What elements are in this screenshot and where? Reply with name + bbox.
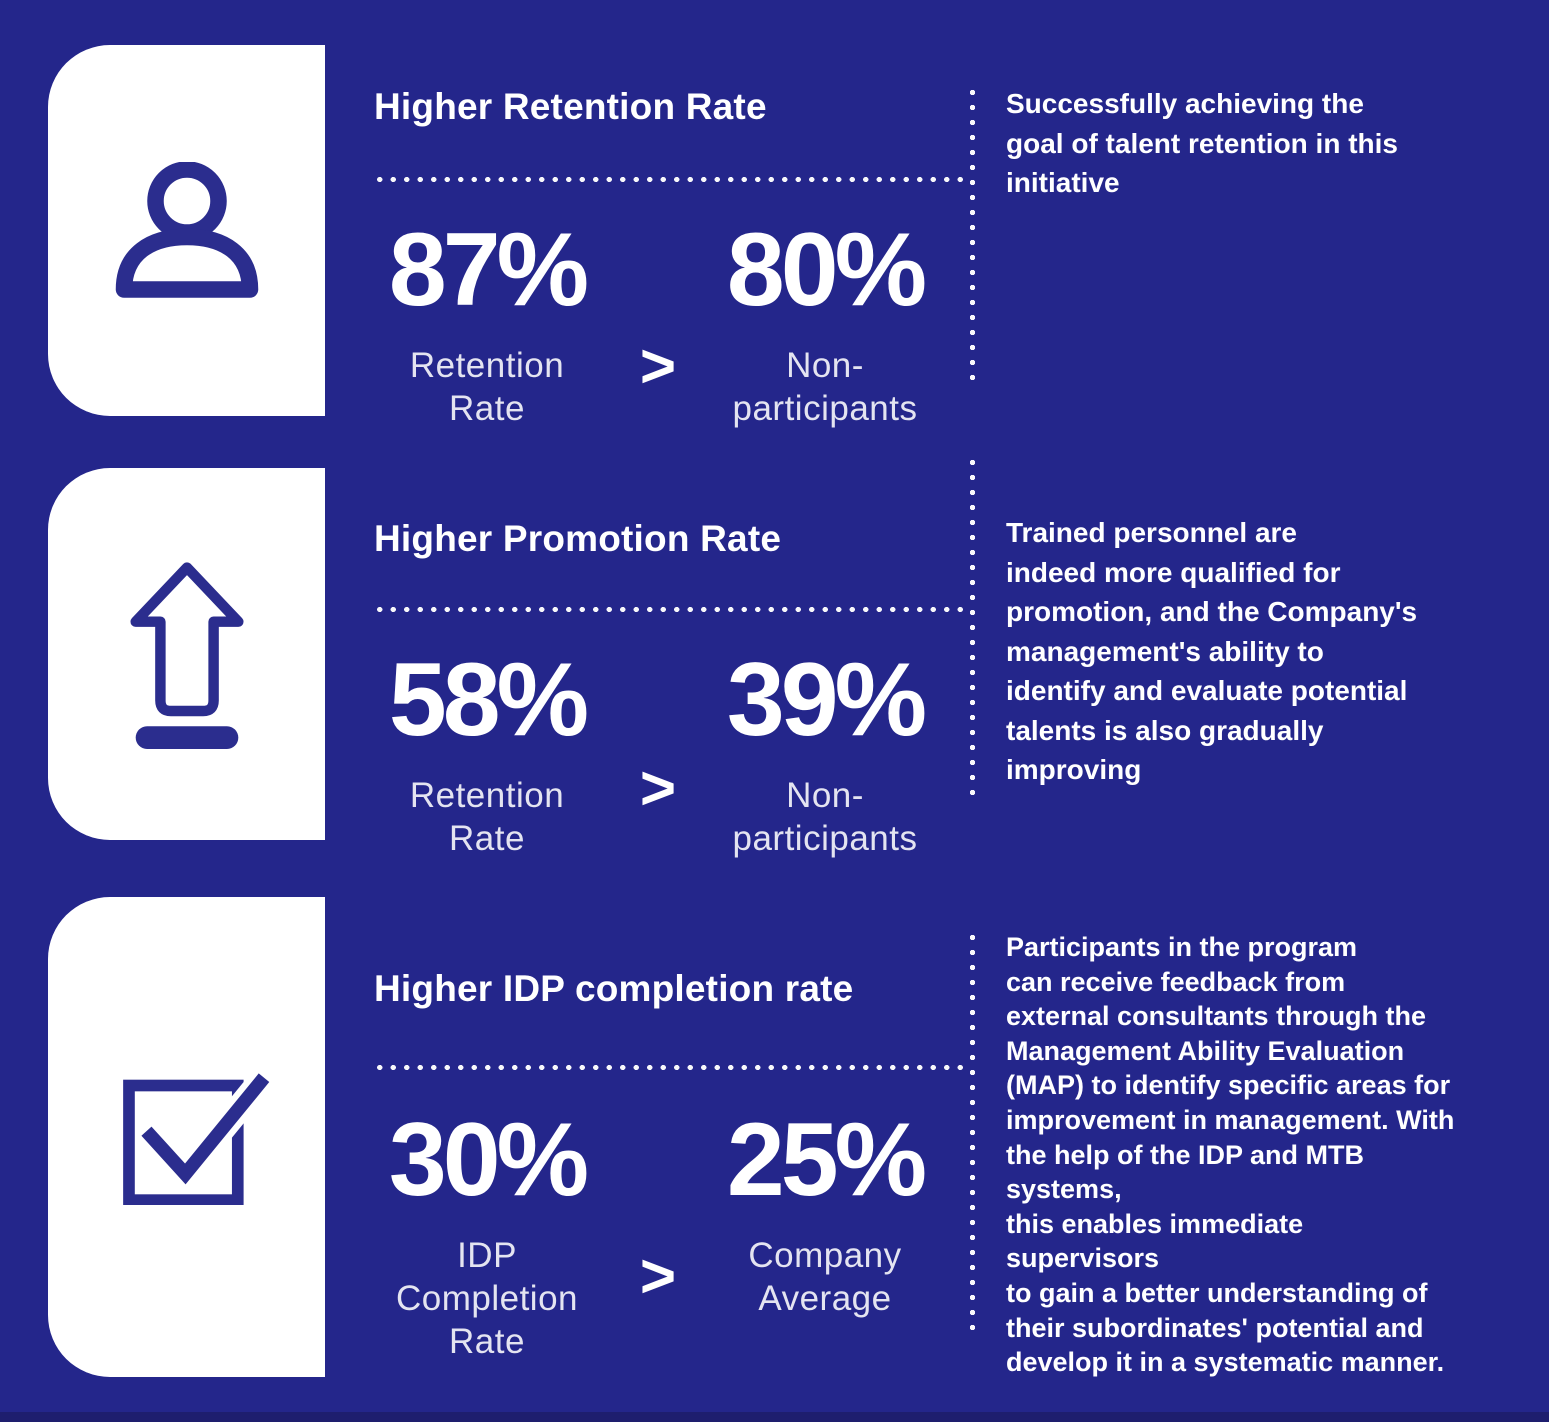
stat-value: 58% bbox=[388, 642, 589, 758]
stat-company-average: 25% Company Average bbox=[695, 1102, 955, 1320]
stat-nonparticipants: 80% Non- participants bbox=[695, 212, 955, 430]
section-title: Higher Promotion Rate bbox=[374, 518, 782, 559]
section-description: Participants in the program can receive … bbox=[1006, 932, 1455, 1378]
section-description: Successfully achieving the goal of talen… bbox=[1006, 88, 1398, 198]
stat-participants: 87% Retention Rate bbox=[357, 212, 617, 430]
section-description: Trained personnel are indeed more qualif… bbox=[1006, 517, 1418, 785]
icon-card bbox=[48, 468, 325, 840]
dotted-divider-vertical bbox=[969, 455, 976, 805]
stat-participants: 58% Retention Rate bbox=[357, 642, 617, 860]
stat-label: Non- participants bbox=[732, 345, 918, 428]
dotted-divider-horizontal bbox=[373, 1064, 967, 1071]
stat-value: 87% bbox=[388, 212, 589, 328]
stat-value: 39% bbox=[726, 642, 927, 758]
icon-card bbox=[48, 45, 325, 416]
dotted-divider-vertical bbox=[969, 930, 976, 1335]
stat-value: 80% bbox=[726, 212, 927, 328]
dotted-divider-horizontal bbox=[373, 606, 967, 613]
person-icon bbox=[112, 161, 262, 300]
icon-card bbox=[48, 897, 325, 1377]
stat-nonparticipants: 39% Non- participants bbox=[695, 642, 955, 860]
bottom-edge-strip bbox=[0, 1412, 1549, 1422]
section-title: Higher IDP completion rate bbox=[374, 968, 854, 1009]
checkbox-checked-icon bbox=[113, 1069, 270, 1205]
arrow-up-icon bbox=[128, 559, 246, 749]
stat-label: Company Average bbox=[748, 1235, 902, 1318]
dotted-divider-horizontal bbox=[373, 176, 967, 183]
stat-value: 25% bbox=[726, 1102, 927, 1218]
greater-than-symbol: > bbox=[639, 332, 677, 401]
stat-label: Retention Rate bbox=[409, 775, 565, 858]
greater-than-symbol: > bbox=[639, 754, 677, 823]
stat-label: Non- participants bbox=[732, 775, 918, 858]
stat-label: IDP Completion Rate bbox=[395, 1235, 579, 1361]
greater-than-symbol: > bbox=[639, 1242, 677, 1311]
dotted-divider-vertical bbox=[969, 85, 976, 380]
section-title: Higher Retention Rate bbox=[374, 86, 767, 127]
stat-label: Retention Rate bbox=[409, 345, 565, 428]
stat-participants: 30% IDP Completion Rate bbox=[357, 1102, 617, 1363]
stat-value: 30% bbox=[388, 1102, 589, 1218]
